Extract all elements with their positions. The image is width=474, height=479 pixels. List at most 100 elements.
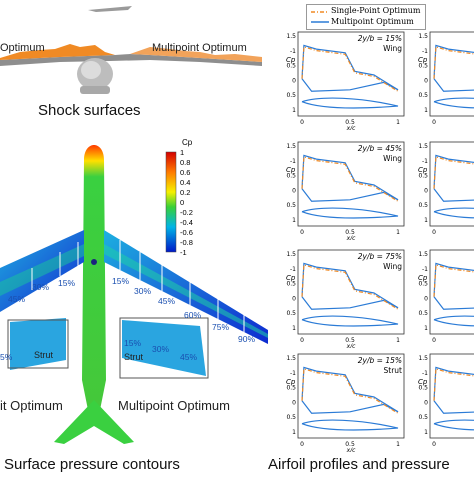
y-tick-label: -1 (422, 266, 428, 273)
shock-surface-left (0, 44, 115, 60)
airfoil-profile (301, 419, 399, 431)
y-tick-label: -1.5 (418, 355, 428, 362)
colorbar-tick: 1 (180, 148, 185, 157)
cp-curve-multipoint (301, 188, 399, 202)
airfoil-profile (433, 207, 474, 219)
shock-label-left: Optimum (0, 42, 45, 54)
x-tick-label: 0 (432, 441, 436, 448)
cp-curve-multipoint (301, 44, 399, 91)
y-tick-label: 0 (292, 295, 296, 302)
y-tick-label: -0.5 (418, 63, 428, 70)
airfoil-profile (433, 97, 474, 109)
engine-highlight (81, 61, 101, 79)
panel-frame (297, 31, 405, 117)
panel-station-label: 2y/b = 15% (358, 356, 402, 365)
left-strut (10, 318, 66, 370)
panel-frame (429, 249, 474, 335)
colorbar-tick: -0.8 (180, 238, 193, 247)
cp-curve-single (433, 264, 474, 297)
wing-station-label: 75% (212, 322, 230, 332)
panel-component-label: Wing (383, 262, 402, 271)
airfoil-caption: Airfoil profiles and pressure (268, 456, 450, 473)
cp-curve-multipoint (301, 400, 399, 414)
y-tick-label: -1.5 (286, 33, 296, 40)
y-tick-label: 0 (292, 399, 296, 406)
y-tick-label: -1 (422, 158, 428, 165)
cp-curve-multipoint (301, 154, 399, 201)
y-tick-label: 0.5 (286, 310, 296, 317)
y-tick-label: -1.5 (286, 251, 296, 258)
strut-station-left: 5% (0, 352, 13, 362)
y-tick-label: -1 (290, 266, 296, 273)
shock-surfaces-caption: Shock surfaces (38, 102, 141, 119)
x-tick-label: 1 (396, 229, 400, 236)
y-axis-label: Cp (418, 56, 428, 64)
colorbar-tick: 0.4 (180, 178, 191, 187)
x-tick-label: 0 (300, 441, 304, 448)
wing-silhouette (0, 54, 262, 66)
y-tick-label: 1 (424, 325, 428, 332)
y-tick-label: -1.5 (418, 143, 428, 150)
cp-curve-single (301, 46, 399, 92)
legend-entry: Multipoint Optimum (331, 17, 414, 26)
wing-station-label: 15% (58, 278, 76, 288)
x-tick-label: 1 (396, 337, 400, 344)
engine-base (80, 86, 110, 94)
x-tick-label: 0 (432, 229, 436, 236)
panel-frame (297, 249, 405, 335)
y-tick-label: 0.5 (418, 202, 428, 209)
contour-label-left: it Optimum (0, 398, 63, 413)
panel-frame (297, 353, 405, 439)
x-tick-label: 1 (396, 441, 400, 448)
shock-surfaces-render (0, 6, 262, 94)
shock-surfaces-figure: Optimum Multipoint Optimum Shock surface… (0, 0, 262, 130)
panel-component-label: Strut (384, 366, 403, 375)
airfoil-profile (433, 419, 474, 431)
colorbar-ticks: 1 0.8 0.6 0.4 0.2 0 -0.2 -0.4 -0.6 -0.8 … (180, 148, 206, 258)
panel-frame (429, 31, 474, 117)
y-tick-label: -0.5 (286, 173, 296, 180)
y-tick-label: 0 (292, 187, 296, 194)
shock-surface-right (130, 47, 262, 62)
cp-curve-multipoint (433, 188, 474, 202)
colorbar-tick: -0.6 (180, 228, 193, 237)
wing-station-label: 45% (158, 296, 176, 306)
x-tick-label: 0.5 (345, 441, 355, 448)
y-tick-label: 0.5 (418, 92, 428, 99)
y-tick-label: -1 (290, 370, 296, 377)
y-tick-label: 0.5 (418, 310, 428, 317)
colorbar-tick: -0.2 (180, 208, 193, 217)
panel-station-label: 2y/b = 45% (358, 144, 402, 153)
y-tick-label: -1.5 (418, 251, 428, 258)
x-tick-label: 0 (300, 119, 304, 126)
y-tick-label: -1 (422, 370, 428, 377)
legend-swatches (311, 11, 329, 23)
pressure-contour-render (0, 145, 268, 444)
panel-station-label: 2y/b = 15% (358, 34, 402, 43)
y-tick-label: 1 (292, 107, 296, 114)
airfoil-profile (433, 315, 474, 327)
cp-curve-single (433, 46, 474, 79)
fuselage (82, 145, 106, 410)
legend: Single-Point Optimum Multipoint Optimum (306, 4, 426, 30)
x-tick-label: 0.5 (345, 119, 355, 126)
cp-curve-multipoint (433, 78, 474, 92)
cp-curve-multipoint (433, 296, 474, 310)
y-tick-label: -0.5 (418, 385, 428, 392)
airfoil-profile (301, 207, 399, 219)
x-axis-label: x/c (346, 447, 357, 452)
y-tick-label: 1 (292, 217, 296, 224)
y-tick-label: -0.5 (286, 281, 296, 288)
y-tick-label: 1 (424, 429, 428, 436)
strut-station-right: 45% (180, 352, 198, 362)
panel-frame (297, 141, 405, 227)
x-axis-label: x/c (346, 343, 357, 348)
wing-station-label: 60% (184, 310, 202, 320)
wing-station-label: 15% (112, 276, 130, 286)
cp-curve-multipoint (301, 262, 399, 309)
surface-pressure-caption: Surface pressure contours (4, 456, 180, 473)
